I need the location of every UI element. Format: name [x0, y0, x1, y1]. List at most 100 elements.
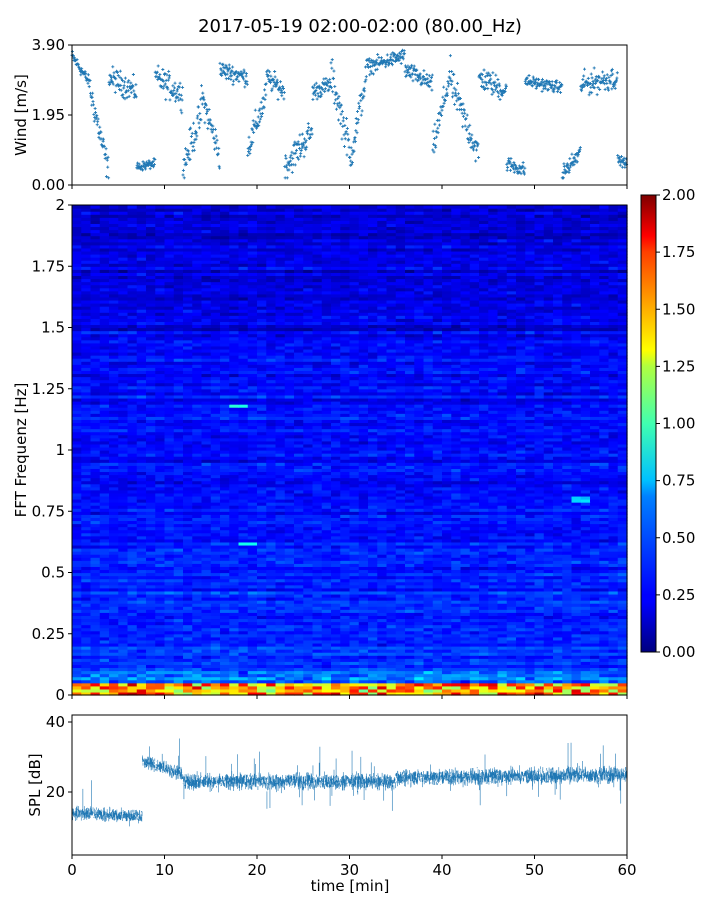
spectrogram-cell	[553, 597, 563, 601]
spectrogram-cell	[414, 529, 425, 534]
wind-point	[192, 121, 196, 125]
wind-point	[540, 89, 544, 93]
spectrogram-cell	[525, 609, 536, 613]
spectrogram-cell	[247, 642, 258, 647]
spectrogram-cell	[442, 541, 452, 546]
spectrogram-cell	[423, 655, 434, 659]
spectrogram-cell	[479, 673, 489, 678]
spectrogram-cell	[321, 624, 332, 629]
spectrogram-cell	[229, 691, 240, 696]
wind-point	[296, 140, 300, 144]
wind-point	[493, 88, 497, 92]
spectrogram-cell	[516, 587, 526, 592]
spectrogram-cell	[460, 661, 471, 665]
spectrogram-cell	[294, 575, 304, 580]
spectrogram-cell	[349, 642, 360, 647]
spectrogram-cell	[136, 572, 147, 577]
spectrogram-cell	[192, 615, 203, 620]
wind-point	[567, 168, 571, 172]
spectrogram-cell	[284, 593, 295, 598]
spectrogram-cell	[349, 560, 360, 564]
wind-point	[565, 170, 569, 174]
spectrogram-cell	[173, 600, 184, 604]
spectrogram-cell	[127, 597, 138, 601]
spectrogram-cell	[349, 639, 360, 644]
spectrogram-cell	[580, 676, 591, 681]
spectrogram-cell	[497, 615, 508, 620]
spectrogram-cell	[118, 688, 129, 693]
spectrogram-cell	[173, 541, 184, 546]
spectrogram-cell	[506, 633, 517, 638]
spectrogram-cell	[562, 655, 573, 659]
spectrogram-cell	[553, 590, 563, 595]
spectrogram-cell	[220, 603, 230, 607]
spectrogram-cell	[257, 538, 267, 543]
spectrogram-cell	[155, 606, 166, 610]
spectrogram-cell	[275, 673, 286, 678]
spectrogram-cell	[553, 609, 563, 613]
spectrogram-cell	[442, 664, 452, 669]
spectrogram-cell	[257, 590, 267, 595]
spectrogram-cell	[331, 548, 341, 552]
spectrogram-cell	[284, 627, 295, 632]
spectrogram-cell	[525, 670, 536, 675]
spectrogram-cell	[368, 691, 378, 696]
spectrogram-cell	[562, 557, 573, 561]
wind-point	[355, 131, 359, 135]
spectrogram-cell	[432, 566, 443, 571]
spectrogram-cell	[331, 590, 341, 595]
wind-point	[441, 95, 445, 99]
spectrogram-cell	[229, 673, 240, 678]
spectrogram-cell	[405, 676, 415, 681]
wind-point	[137, 162, 141, 166]
spectrogram-cell	[386, 554, 397, 558]
spectrogram-cell	[580, 538, 591, 543]
spectrogram-cell	[72, 541, 82, 546]
wind-point	[519, 172, 523, 176]
spectrogram-cell	[395, 529, 406, 534]
spectrogram-cell	[99, 572, 110, 577]
spectrogram-cell	[192, 649, 203, 653]
spectrogram-cell	[155, 624, 166, 629]
spectrogram-cell	[266, 572, 277, 577]
spectrogram-cell	[349, 554, 360, 558]
wind-point	[359, 99, 363, 103]
spectrogram-cell	[590, 655, 600, 659]
spectrogram-cell	[516, 535, 526, 540]
spectrogram-cell	[238, 563, 249, 567]
spectrogram-cell	[220, 557, 230, 561]
wind-point	[464, 117, 468, 121]
spectrogram-cell	[451, 557, 462, 561]
spectrogram-cell	[488, 679, 499, 684]
spectrogram-cell	[275, 526, 286, 531]
spectrogram-cell	[469, 615, 480, 620]
spectrogram-cell	[118, 615, 129, 620]
spectrogram-cell	[321, 658, 332, 662]
spectrogram-cell	[423, 661, 434, 665]
spectrogram-cell	[220, 636, 230, 641]
spectrogram-cell	[118, 581, 129, 586]
spectrogram-cell	[247, 670, 258, 675]
spectrogram-cell	[72, 529, 82, 534]
spectrogram-cell	[183, 578, 193, 583]
spectrogram-cell	[479, 670, 489, 675]
spectrogram-cell	[488, 548, 499, 552]
wind-point	[111, 65, 115, 69]
spectrogram-cell	[534, 606, 545, 610]
spectrogram-cell	[506, 529, 517, 534]
spectrogram-cell	[90, 688, 101, 693]
spectrogram-cell	[451, 581, 462, 586]
spectrogram-cell	[229, 593, 240, 598]
spectrogram-cell	[164, 630, 175, 635]
figure-title: 2017-05-19 02:00-02:00 (80.00_Hz)	[198, 16, 522, 37]
spectrogram-cell	[90, 535, 101, 540]
spectrogram-cell	[571, 618, 582, 623]
spectrogram-cell	[340, 569, 351, 574]
spectrogram-cell	[155, 609, 166, 613]
spectrogram-cell	[72, 587, 82, 592]
spectrogram-cell	[331, 642, 341, 647]
spectrogram-cell	[257, 658, 267, 662]
spectrogram-cell	[562, 682, 573, 687]
wind-point	[250, 143, 254, 147]
wind-point	[516, 167, 520, 171]
